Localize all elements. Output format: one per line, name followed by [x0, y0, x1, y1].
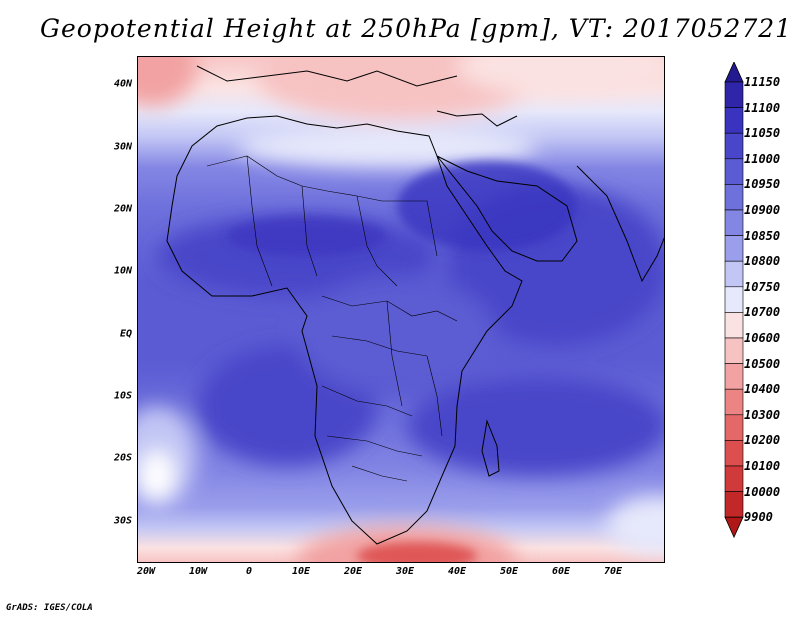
colorbar-segment [724, 388, 744, 416]
inner-contours [227, 161, 577, 563]
colorbar [724, 62, 744, 539]
colorbar-segment [724, 465, 744, 492]
colorbar-segment [724, 235, 744, 262]
geopotential-map [137, 56, 665, 563]
colorbar-segment [724, 260, 744, 288]
map-panel [137, 56, 665, 563]
lat-label-20s: 20S [113, 452, 132, 464]
colorbar-segment [724, 312, 744, 339]
colorbar-segment [724, 414, 744, 441]
lat-label-eq: EQ [119, 328, 132, 340]
colorbar-level-label: 10000 [744, 484, 781, 499]
colorbar-level-label: 10100 [744, 459, 781, 473]
lon-label-50e: 50E [499, 566, 519, 577]
colorbar-level-label: 11150 [744, 75, 781, 89]
colorbar-level-label: 10600 [744, 331, 781, 345]
colorbar-level-label: 10900 [744, 203, 781, 217]
colorbar-segment [724, 337, 744, 364]
colorbar-segment [724, 158, 744, 185]
colorbar-top-triangle [724, 62, 744, 83]
lon-label-10e: 10E [291, 566, 311, 577]
lat-label-10s: 10S [113, 390, 132, 402]
colorbar-level-label: 10400 [744, 382, 781, 397]
colorbar-segment [724, 107, 744, 134]
lat-label-30s: 30S [113, 515, 132, 527]
chart-title: Geopotential Height at 250hPa [gpm], VT:… [40, 14, 793, 43]
lon-label-60e: 60E [551, 566, 571, 577]
colorbar-level-label: 11100 [744, 100, 781, 115]
lon-label-70e: 70E [603, 566, 623, 577]
colorbar-level-label: 10700 [744, 305, 781, 320]
colorbar-level-label: 10800 [744, 254, 781, 269]
lat-label-30n: 30N [113, 141, 132, 153]
coastlines [166, 65, 665, 545]
colorbar-segment [724, 440, 744, 467]
colorbar-segment [724, 491, 744, 518]
lat-label-10n: 10N [113, 265, 132, 277]
colorbar-segment [724, 286, 744, 313]
lon-label-40e: 40E [447, 566, 467, 577]
country-borders [206, 155, 458, 482]
credit-text: GrADS: IGES/COLA [6, 603, 93, 613]
colorbar-segment [724, 184, 744, 211]
colorbar-bottom-triangle [724, 516, 744, 539]
colorbar-level-label: 11050 [744, 126, 781, 141]
colorbar-level-label: 11000 [744, 151, 781, 166]
colorbar-level-label: 10750 [744, 279, 781, 294]
colorbar-segment [724, 81, 744, 108]
lon-label-30e: 30E [395, 566, 415, 577]
lon-label-20w: 20W [136, 566, 156, 577]
lon-label-10w: 10W [188, 566, 208, 577]
lat-label-20n: 20N [113, 203, 132, 215]
colorbar-level-label: 10850 [744, 228, 781, 243]
colorbar-segment [724, 209, 744, 236]
colorbar-level-label: 10200 [744, 433, 781, 448]
colorbar-level-label: 10950 [744, 177, 781, 192]
colorbar-segment [724, 132, 744, 160]
colorbar-level-label: 10300 [744, 407, 781, 422]
lat-label-40n: 40N [113, 78, 132, 90]
colorbar-legend: 11150 11100 11050 11000 10950 10900 10850 10800… [724, 62, 800, 557]
lon-label-20e: 20E [343, 566, 363, 577]
map-frame [137, 56, 665, 563]
colorbar-level-label: 10500 [744, 356, 781, 371]
colorbar-level-label: 9900 [744, 510, 773, 525]
colorbar-segment [724, 363, 744, 390]
lon-label-0: 0 [245, 566, 253, 577]
